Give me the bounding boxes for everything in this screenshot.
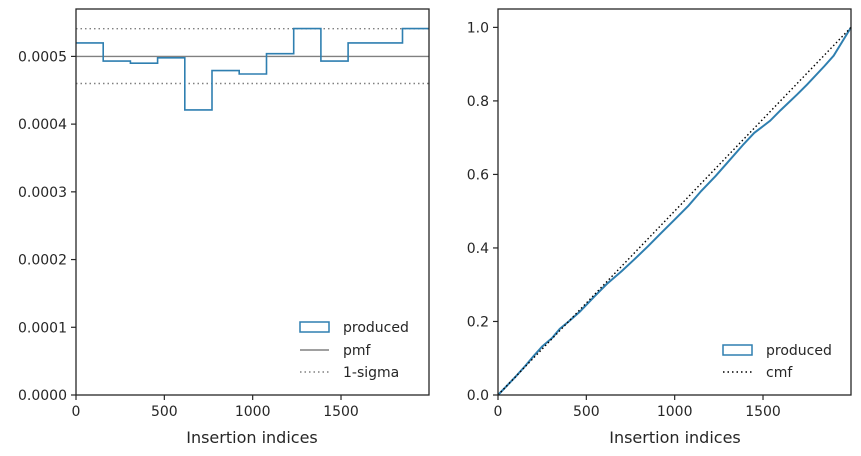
- cumulative-plot-area: [498, 9, 851, 395]
- legend-produced-cum-label: produced: [766, 343, 832, 359]
- cumulative-xtick-label: 1500: [745, 404, 781, 420]
- cumulative-xtick-label: 1000: [657, 404, 693, 420]
- cmf-line: [497, 26, 852, 396]
- cumulative-legend: produced cmf: [722, 343, 832, 381]
- cumulative-xtick-label: 500: [573, 404, 600, 420]
- histogram-ytick-label: 0.0001: [18, 320, 67, 336]
- produced-histogram-step: [76, 27, 429, 111]
- histogram-xlabel: Insertion indices: [186, 428, 318, 447]
- histogram-ytick-label: 0.0002: [18, 253, 67, 269]
- cumulative-xtick-label: 0: [494, 404, 503, 420]
- histogram-frame: [75, 8, 430, 396]
- legend-produced-swatch: [299, 321, 330, 333]
- histogram-xtick-label: 1000: [235, 404, 271, 420]
- histogram-legend: produced pmf 1-sigma: [299, 320, 409, 381]
- histogram-ytick-label: 0.0003: [18, 185, 67, 201]
- histogram-ytick-label: 0.0005: [18, 49, 67, 65]
- legend-produced-label: produced: [343, 320, 409, 336]
- histogram-ytick-label: 0.0000: [18, 388, 67, 404]
- cumulative-ytick-label: 0.2: [467, 314, 489, 330]
- cumulative-ytick-label: 0.4: [467, 241, 489, 257]
- histogram-ytick-label: 0.0004: [18, 117, 67, 133]
- cumulative-ytick-label: 0.6: [467, 167, 489, 183]
- histogram-xtick-label: 0: [72, 404, 81, 420]
- cumulative-xlabel: Insertion indices: [609, 428, 741, 447]
- histogram-xtick-label: 1500: [323, 404, 359, 420]
- cumulative-ytick-label: 1.0: [467, 20, 489, 36]
- legend-produced-cum-swatch: [722, 344, 753, 356]
- histogram-panel: 0 500 1000 1500 0.0000 0.0001 0.0002 0.0003 0.00…: [18, 8, 430, 420]
- legend-cmf-label: cmf: [766, 365, 793, 381]
- cumulative-ytick-label: 0.8: [467, 94, 489, 110]
- cumulative-panel: 0 500 1000 1500 0.0 0.2 0.4 0.6 0.8 1.0: [467, 8, 852, 420]
- cumulative-ytick-label: 0.0: [467, 388, 489, 404]
- legend-sigma-label: 1-sigma: [343, 365, 399, 381]
- legend-pmf-label: pmf: [343, 343, 372, 359]
- histogram-xtick-label: 500: [151, 404, 178, 420]
- histogram-plot-area: [76, 9, 429, 395]
- cumulative-frame: [497, 8, 852, 396]
